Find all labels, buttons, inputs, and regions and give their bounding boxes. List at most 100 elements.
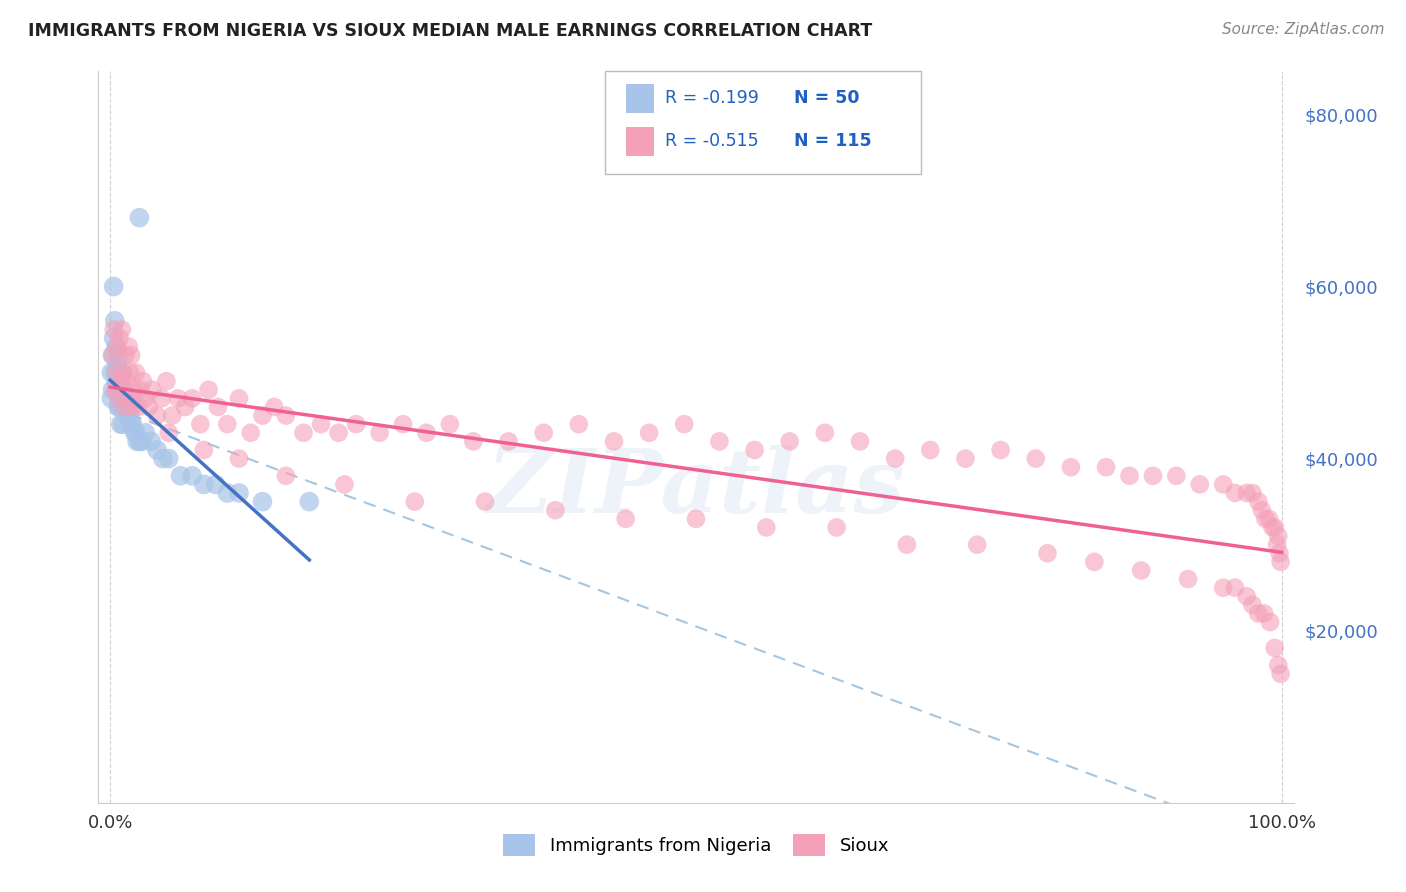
- Point: [193, 442, 215, 457]
- Point: [263, 400, 285, 414]
- Point: [1083, 555, 1105, 569]
- Point: [1166, 468, 1188, 483]
- Point: [239, 425, 262, 440]
- Point: [1241, 598, 1264, 612]
- Point: [120, 409, 141, 423]
- Point: [174, 400, 197, 414]
- Point: [110, 374, 132, 388]
- Point: [167, 392, 190, 406]
- Text: Source: ZipAtlas.com: Source: ZipAtlas.com: [1222, 22, 1385, 37]
- Point: [117, 409, 139, 423]
- Point: [114, 400, 136, 414]
- Point: [1258, 512, 1281, 526]
- Text: R = -0.199: R = -0.199: [665, 89, 759, 107]
- Point: [568, 417, 591, 432]
- Point: [1212, 581, 1234, 595]
- Point: [603, 434, 626, 449]
- Point: [157, 425, 180, 440]
- Point: [120, 348, 142, 362]
- Point: [134, 392, 156, 406]
- Point: [217, 417, 239, 432]
- Point: [181, 392, 204, 406]
- Point: [108, 331, 131, 345]
- Point: [105, 374, 128, 388]
- Point: [107, 392, 129, 406]
- Point: [1247, 494, 1270, 508]
- Point: [755, 520, 778, 534]
- Point: [110, 383, 132, 397]
- Point: [188, 417, 212, 432]
- Point: [146, 409, 169, 423]
- Point: [103, 331, 125, 345]
- Point: [111, 366, 134, 380]
- Point: [132, 374, 155, 388]
- Legend: Immigrants from Nigeria, Sioux: Immigrants from Nigeria, Sioux: [495, 827, 897, 863]
- Point: [884, 451, 907, 466]
- Point: [1223, 486, 1246, 500]
- Point: [1177, 572, 1199, 586]
- Point: [544, 503, 567, 517]
- Point: [127, 434, 149, 449]
- Point: [1264, 640, 1286, 655]
- Point: [105, 340, 128, 354]
- Point: [344, 417, 367, 432]
- Point: [779, 434, 801, 449]
- Point: [120, 417, 142, 432]
- Point: [112, 383, 135, 397]
- Point: [107, 348, 129, 362]
- Point: [105, 366, 128, 380]
- Point: [309, 417, 332, 432]
- Point: [498, 434, 520, 449]
- Point: [638, 425, 661, 440]
- Point: [333, 477, 356, 491]
- Point: [111, 400, 134, 414]
- Point: [112, 400, 135, 414]
- Point: [114, 348, 136, 362]
- Point: [157, 451, 180, 466]
- Point: [1236, 486, 1258, 500]
- Point: [252, 409, 274, 423]
- Point: [127, 400, 149, 414]
- Point: [111, 322, 134, 336]
- Point: [849, 434, 872, 449]
- Point: [150, 392, 173, 406]
- Point: [121, 400, 143, 414]
- Point: [1060, 460, 1083, 475]
- Point: [117, 392, 139, 406]
- Point: [415, 425, 437, 440]
- Point: [1223, 581, 1246, 595]
- Point: [966, 538, 988, 552]
- Point: [146, 442, 169, 457]
- Point: [108, 366, 131, 380]
- Point: [368, 425, 391, 440]
- Point: [217, 486, 239, 500]
- Text: IMMIGRANTS FROM NIGERIA VS SIOUX MEDIAN MALE EARNINGS CORRELATION CHART: IMMIGRANTS FROM NIGERIA VS SIOUX MEDIAN …: [28, 22, 872, 40]
- Point: [100, 392, 122, 406]
- Point: [392, 417, 415, 432]
- Point: [1118, 468, 1140, 483]
- Point: [1095, 460, 1118, 475]
- Point: [474, 494, 496, 508]
- Point: [1142, 468, 1164, 483]
- Point: [1270, 666, 1292, 681]
- Point: [162, 409, 183, 423]
- Point: [124, 425, 146, 440]
- Point: [1251, 503, 1274, 517]
- Point: [103, 279, 125, 293]
- Point: [115, 374, 138, 388]
- Point: [152, 451, 174, 466]
- Point: [439, 417, 461, 432]
- Point: [1267, 658, 1289, 673]
- Point: [404, 494, 426, 508]
- Point: [129, 383, 152, 397]
- Point: [825, 520, 848, 534]
- Point: [292, 425, 315, 440]
- Point: [112, 366, 135, 380]
- Point: [463, 434, 485, 449]
- Point: [122, 392, 145, 406]
- Point: [533, 425, 555, 440]
- Point: [1025, 451, 1047, 466]
- Point: [105, 340, 128, 354]
- Point: [112, 417, 135, 432]
- Point: [118, 400, 141, 414]
